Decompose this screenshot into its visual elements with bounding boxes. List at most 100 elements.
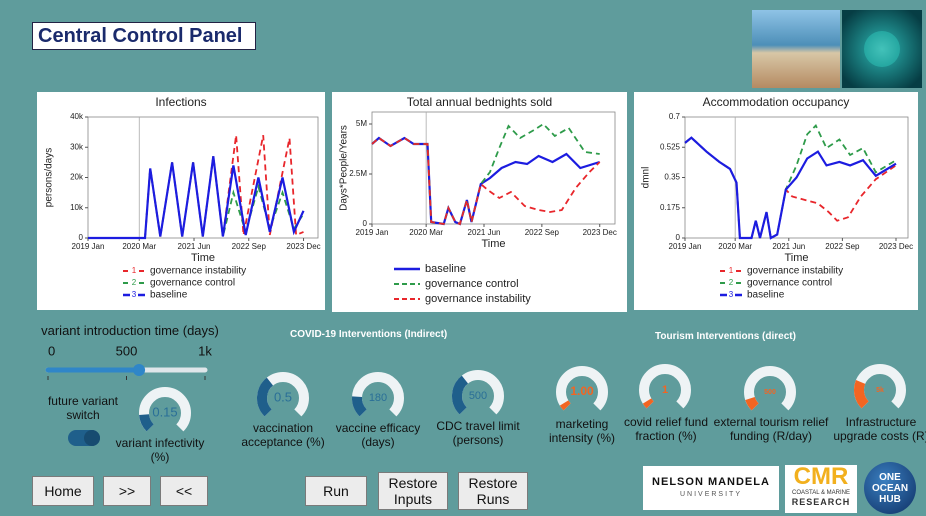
series-line: [371, 136, 601, 226]
legend-marker: 3: [729, 290, 734, 299]
x-tick-label: 2019 Jan: [356, 228, 389, 237]
x-axis-label: Time: [784, 252, 808, 264]
panel-title: Central Control Panel: [32, 22, 256, 50]
gauge-label: vaccine efficacy (days): [335, 421, 421, 449]
logo-text: COASTAL & MARINE: [791, 490, 850, 496]
logo: NELSON MANDELA UNIVERSITY: [643, 466, 779, 510]
gauge-fill: [559, 400, 571, 411]
slider-label: variant introduction time (days): [41, 323, 219, 338]
x-tick-label: 2022 Sep: [825, 242, 860, 251]
slider-knob[interactable]: [133, 364, 146, 376]
y-tick-label: 0.525: [660, 142, 681, 151]
legend-label: governance control: [425, 278, 519, 290]
x-axis-label: Time: [481, 238, 505, 250]
gauge-fill: [452, 375, 469, 415]
x-tick-label: 2023 Dec: [583, 228, 617, 237]
y-tick-label: 30k: [70, 142, 84, 151]
gauge-value: 5k: [876, 387, 884, 394]
plot-frame: [371, 111, 616, 225]
y-tick-label: 0: [363, 219, 368, 228]
legend-label: governance instability: [425, 293, 531, 305]
logo-text: NELSON MANDELA: [652, 476, 770, 488]
legend-label: governance control: [747, 278, 832, 289]
y-tick-label: 10k: [70, 203, 84, 212]
chart: Total annual bednights sold 0 2.5M 5M 2019 J…: [332, 92, 627, 312]
legend-marker-bg: [727, 266, 735, 276]
gauge-value: 1.00: [570, 384, 594, 398]
gauge-label: covid relief fund fraction (%): [623, 415, 709, 443]
chart-title: Accommodation occupancy: [703, 95, 850, 109]
chart: Infections 0 10k 20k 30k 40k 2019 Jan 2020 Mar 2…: [37, 92, 325, 310]
gauge-fill: [352, 396, 367, 417]
button[interactable]: >>: [103, 476, 151, 506]
gauge-label: vaccination acceptance (%): [241, 421, 325, 449]
gauge-label: Infrastructure upgrade costs (R): [833, 415, 926, 443]
legend-marker-bg: [130, 290, 138, 300]
gauge-fill: [139, 413, 154, 432]
gauge-label: external tourism relief funding (R/day): [713, 415, 829, 443]
section-title: COVID-19 Interventions (Indirect): [290, 329, 448, 340]
chart: Accommodation occupancy 0 0.175 0.35 0.525 0.…: [634, 92, 918, 310]
y-tick-label: 0: [79, 233, 84, 242]
legend-label: governance control: [150, 278, 235, 289]
x-tick-label: 2019 Jan: [669, 242, 702, 251]
legend-label: baseline: [425, 263, 466, 275]
button[interactable]: Restore Runs: [458, 472, 528, 510]
legend-marker-bg: [727, 278, 735, 288]
y-tick-label: 2.5M: [349, 169, 367, 178]
x-tick-label: 2022 Sep: [232, 242, 267, 251]
gauge-value: 0.15: [152, 404, 177, 419]
x-tick-label: 2022 Sep: [525, 228, 560, 237]
x-tick-label: 2021 Jun: [178, 242, 211, 251]
y-tick-label: 0.175: [660, 203, 681, 212]
chart-title: Infections: [155, 95, 206, 109]
series-line: [371, 122, 600, 226]
x-tick-label: 2021 Jun: [468, 228, 501, 237]
slider-tick-label: 0: [48, 343, 55, 358]
chart-panel: [634, 92, 918, 310]
legend-marker: 2: [132, 278, 137, 287]
legend-marker: 3: [132, 290, 137, 299]
legend-marker-bg: [727, 290, 735, 300]
gauge-value: 500: [764, 389, 776, 396]
gauge-fill: [854, 380, 869, 409]
gauge-fill: [745, 396, 759, 411]
x-tick-label: 2023 Dec: [879, 242, 913, 251]
gauge-track: [639, 364, 691, 409]
logo-text: ONE: [879, 472, 901, 483]
gauge-fill: [642, 398, 654, 409]
legend-label: governance instability: [747, 266, 843, 277]
chart-panel: [332, 92, 627, 312]
gauge-label: variant infectivity (%): [115, 436, 205, 464]
series-line: [88, 156, 305, 240]
logo-text: UNIVERSITY: [679, 491, 742, 498]
gauge-track: [556, 366, 608, 411]
chart-title: Total annual bednights sold: [407, 95, 552, 109]
logo-text: HUB: [879, 494, 901, 505]
y-tick-label: 0: [676, 233, 681, 242]
switch-label: future variant switch: [47, 394, 119, 422]
button[interactable]: Home: [32, 476, 94, 506]
button[interactable]: <<: [160, 476, 208, 506]
legend-marker: 2: [729, 278, 734, 287]
section-title: Tourism Interventions (direct): [655, 331, 796, 342]
series-line: [371, 136, 601, 226]
logo-text: CMR: [793, 463, 849, 490]
gauge-label: marketing intensity (%): [548, 417, 616, 445]
button[interactable]: Run: [305, 476, 367, 506]
slider-tick-label: 1k: [198, 343, 212, 358]
logo-text: RESEARCH: [791, 497, 851, 507]
button[interactable]: Restore Inputs: [378, 472, 448, 510]
logo: CMR COASTAL & MARINE RESEARCH: [785, 465, 857, 513]
y-tick-label: 0.7: [669, 112, 681, 121]
y-tick-label: 20k: [70, 173, 84, 182]
gauge-value: 500: [469, 390, 487, 402]
x-tick-label: 2020 Mar: [718, 242, 752, 251]
logo-text: OCEAN: [871, 483, 909, 494]
y-tick-label: 0.35: [664, 173, 680, 182]
gauge-value: 1: [662, 384, 668, 396]
slider-tick-label: 500: [116, 343, 138, 358]
legend-marker-bg: [130, 278, 138, 288]
x-tick-label: 2020 Mar: [122, 242, 156, 251]
